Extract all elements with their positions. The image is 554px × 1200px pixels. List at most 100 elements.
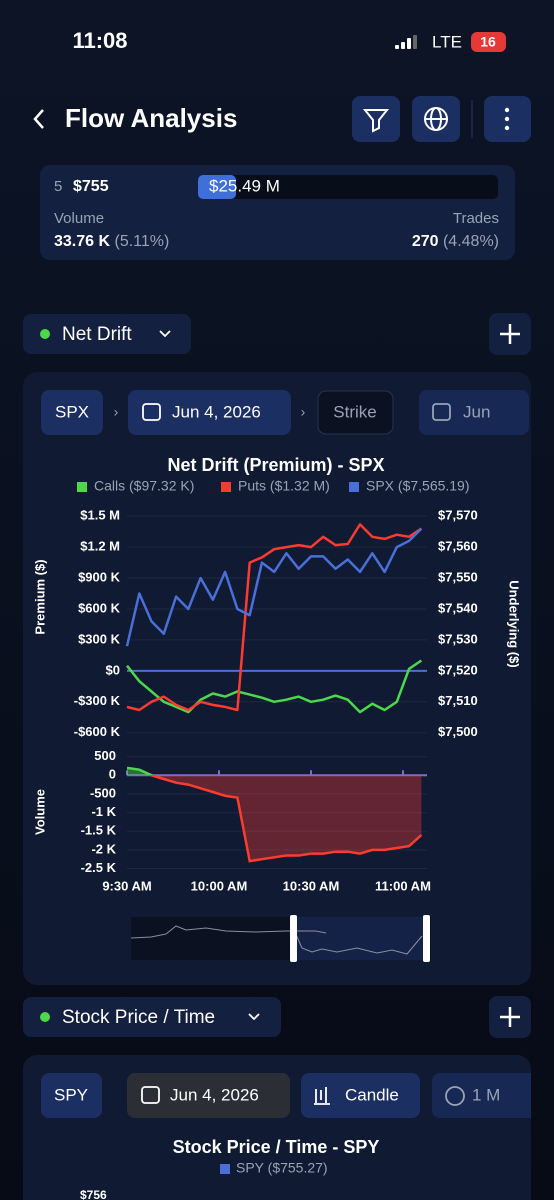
- legend-swatch: [221, 482, 231, 492]
- section-label: Stock Price / Time: [62, 1007, 215, 1028]
- plus-icon: [500, 324, 520, 344]
- area-negative: [127, 775, 422, 862]
- y2-axis-label: Underlying ($): [507, 580, 522, 667]
- next-date: Jun: [463, 402, 490, 421]
- next-chip[interactable]: [419, 390, 529, 435]
- page-title: Flow Analysis: [65, 103, 237, 133]
- x-tick-label: 9:30 AM: [102, 878, 151, 893]
- trades-label: Trades: [453, 210, 499, 227]
- volume-label: Volume: [54, 210, 104, 227]
- y-tick-label: $300 K: [78, 631, 121, 646]
- interval: 1 M: [472, 1085, 500, 1104]
- legend-swatch: [349, 482, 359, 492]
- chart-card: [23, 372, 531, 985]
- row-index: 5: [54, 178, 62, 195]
- y-tick-label: 500: [94, 748, 116, 763]
- legend-entry: Calls ($97.32 K): [94, 478, 194, 494]
- interval-chip[interactable]: [432, 1073, 542, 1118]
- symbol-chip[interactable]: [41, 1073, 102, 1118]
- symbol: SPX: [55, 402, 89, 421]
- chevron: [159, 330, 171, 338]
- legend-entry: SPY ($755.27): [236, 1160, 328, 1176]
- battery: 16: [480, 34, 496, 50]
- date: Jun 4, 2026: [172, 402, 261, 421]
- series-line: [126, 523, 423, 712]
- y-tick-label: $0: [106, 662, 120, 677]
- line-negative: [147, 775, 423, 863]
- signal-icon: [395, 35, 417, 49]
- y-axis-label: Premium ($): [32, 559, 47, 634]
- chart-type: Candle: [345, 1085, 399, 1104]
- y2-tick-label: $7,550: [438, 569, 478, 584]
- candle-icon: [314, 1087, 330, 1105]
- legend-entry: Puts ($1.32 M): [238, 478, 330, 494]
- volume-pct: (5.11%): [115, 233, 170, 250]
- calendar-icon: [141, 1086, 160, 1104]
- y2-tick-label: $7,530: [438, 631, 478, 646]
- back-button[interactable]: [33, 109, 44, 129]
- date-chip[interactable]: [127, 1073, 290, 1118]
- premium-fill: [198, 175, 236, 199]
- date-chip[interactable]: [128, 390, 291, 435]
- dots-icon: [504, 107, 510, 131]
- y-tick-label: -1 K: [91, 804, 116, 819]
- chart-type-chip[interactable]: [301, 1073, 420, 1118]
- separator: ›: [114, 404, 119, 420]
- y-tick-label: $1.2 M: [80, 539, 120, 554]
- premium: $25.49 M: [209, 176, 280, 195]
- y2-tick-label: $7,570: [438, 508, 478, 523]
- y-tick-label: -$600 K: [74, 724, 121, 739]
- y-tick-label: 0: [109, 767, 116, 782]
- separator: ›: [301, 404, 306, 420]
- x-tick-label: 10:00 AM: [191, 878, 248, 893]
- strike-chip[interactable]: [317, 390, 394, 435]
- chart-title: Stock Price / Time - SPY: [173, 1137, 380, 1157]
- y-tick-label: $756: [80, 1188, 107, 1200]
- strike-filter: Strike: [333, 402, 376, 421]
- x-tick-label: 10:30 AM: [283, 878, 340, 893]
- chart-title: Net Drift (Premium) - SPX: [167, 455, 384, 475]
- calendar-icon: [432, 403, 451, 421]
- filter-icon: [362, 109, 390, 133]
- plus-icon: [500, 1007, 520, 1027]
- symbol-chip[interactable]: [41, 390, 103, 435]
- navigator-handle[interactable]: [290, 915, 297, 962]
- clock-icon: [445, 1086, 465, 1106]
- symbol: SPY: [54, 1085, 88, 1104]
- y-tick-label: $600 K: [78, 600, 121, 615]
- series-line: [125, 527, 423, 647]
- y-tick-label: -2.5 K: [81, 860, 117, 875]
- navigator-handle[interactable]: [423, 915, 430, 962]
- calendar-icon: [142, 403, 161, 421]
- y2-tick-label: $7,500: [438, 724, 478, 739]
- y-tick-label: $900 K: [78, 569, 121, 584]
- globe-icon: [424, 107, 448, 131]
- y2-tick-label: $7,560: [438, 539, 478, 554]
- y2-tick-label: $7,520: [438, 662, 478, 677]
- x-tick-label: 11:00 AM: [375, 878, 431, 893]
- chevron: [248, 1013, 260, 1021]
- section-selector[interactable]: [23, 997, 281, 1037]
- trades-pct: (4.48%): [443, 233, 499, 250]
- status-dot: [40, 329, 50, 339]
- legend-swatch: [220, 1164, 230, 1174]
- filter-button[interactable]: [352, 96, 400, 142]
- trades-text: 270 (4.48%): [412, 233, 499, 250]
- section-selector[interactable]: [23, 314, 191, 354]
- status-dot: [40, 1012, 50, 1022]
- y-tick-label: -2 K: [91, 841, 116, 856]
- clock: 11:08: [72, 28, 127, 53]
- network: LTE: [432, 32, 462, 51]
- premium-track: [198, 175, 498, 199]
- strike: $755: [73, 178, 109, 195]
- y2-tick-label: $7,540: [438, 600, 478, 615]
- volume-axis-label: Volume: [32, 789, 47, 835]
- y-tick-label: -$300 K: [74, 693, 121, 708]
- volume-text: 33.76 K (5.11%): [54, 233, 169, 250]
- navigator-window[interactable]: [294, 917, 427, 960]
- legend-entry: SPX ($7,565.19): [366, 478, 470, 494]
- volume: 33.76 K: [54, 233, 110, 250]
- y-tick-label: -500: [90, 785, 116, 800]
